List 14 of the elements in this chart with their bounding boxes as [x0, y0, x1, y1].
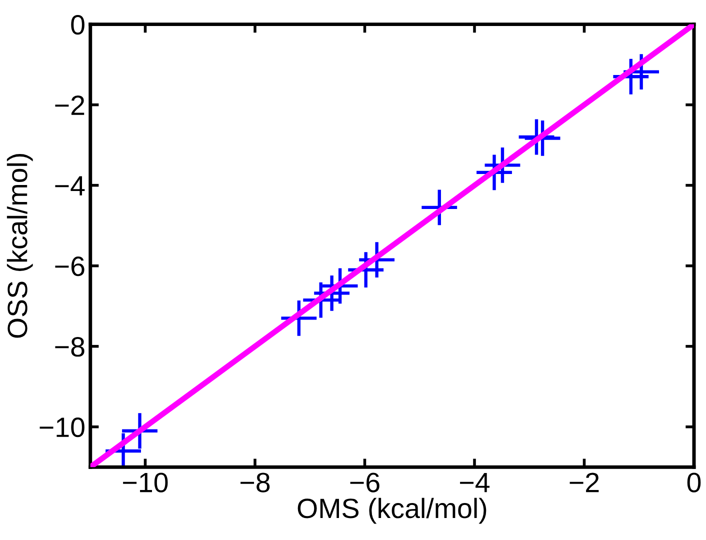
y-tick-label: −2: [55, 95, 84, 115]
y-tick-label: −8: [55, 337, 84, 357]
y-tick-label: 0: [71, 14, 84, 35]
y-axis-title: OSS (kcal/mol): [6, 154, 33, 338]
y-tick-label: −10: [40, 418, 84, 438]
y-tick-label: −6: [55, 256, 84, 276]
x-tick-label: −10: [123, 472, 168, 492]
x-tick-label: −6: [350, 472, 380, 492]
x-tick-label: −4: [460, 472, 490, 492]
x-tick-label: 0: [687, 472, 701, 492]
y-tick-label: −4: [55, 176, 85, 196]
x-axis-title: OMS (kcal/mol): [298, 498, 486, 524]
x-tick-label: −8: [240, 472, 270, 492]
x-tick-label: −2: [570, 472, 599, 492]
